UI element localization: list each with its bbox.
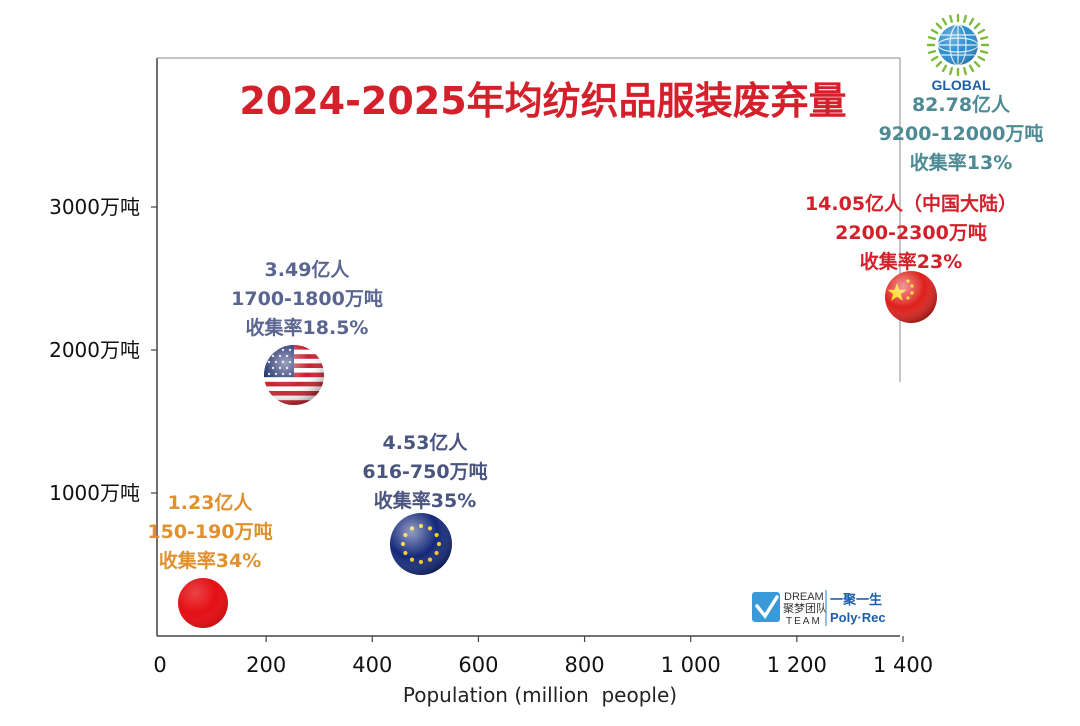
x-tick-label: 800 xyxy=(565,653,605,677)
eu-flag xyxy=(390,513,452,575)
global-label-line: 9200-12000万吨 xyxy=(879,122,1044,145)
eu-label-line: 收集率35% xyxy=(374,489,476,512)
chart-title: 2024-2025年均纺织品服装废弃量 xyxy=(239,79,846,123)
eu-label-line: 4.53亿人 xyxy=(383,431,469,454)
eu-label-line: 616-750万吨 xyxy=(362,460,487,483)
dream-check-icon xyxy=(755,595,779,620)
watermark-brand: Poly·Rec xyxy=(830,610,886,625)
x-tick-label: 1 400 xyxy=(873,653,933,677)
x-axis-label: Population (million people) xyxy=(403,683,677,707)
x-ticks: 0 200 400 600 800 1 000 1 200 1 400 xyxy=(153,636,933,677)
watermark-slogan: 一聚一生 xyxy=(830,592,882,608)
china-label-line: 14.05亿人（中国大陆） xyxy=(805,192,1017,215)
usa-label-line: 收集率18.5% xyxy=(246,316,369,339)
global-label-line: 82.78亿人 xyxy=(912,93,1011,116)
x-tick-label: 1 200 xyxy=(767,653,827,677)
japan-label-line: 收集率34% xyxy=(159,549,261,572)
x-tick-label: 400 xyxy=(352,653,392,677)
y-tick-label: 1000万吨 xyxy=(49,481,140,505)
usa-label-line: 1700-1800万吨 xyxy=(231,287,383,310)
china-flag xyxy=(885,271,937,323)
watermark-team: TEAM xyxy=(786,616,822,627)
y-tick-label: 3000万吨 xyxy=(49,195,140,219)
y-ticks: 1000万吨 2000万吨 3000万吨 xyxy=(49,195,157,505)
china-label-line: 收集率23% xyxy=(860,250,962,273)
plot-frame xyxy=(156,57,901,637)
y-tick-label: 2000万吨 xyxy=(49,338,140,362)
usa-label-line: 3.49亿人 xyxy=(265,258,351,281)
global-icon xyxy=(926,13,990,77)
x-tick-label: 0 xyxy=(153,653,166,677)
japan-label-line: 150-190万吨 xyxy=(147,520,272,543)
dream-logo-mark xyxy=(752,592,780,622)
watermark-dream: DREAM xyxy=(784,591,824,603)
x-tick-label: 200 xyxy=(246,653,286,677)
watermark: DREAM 聚梦团队 TEAM 一聚一生 Poly·Rec xyxy=(752,590,886,627)
x-tick-label: 600 xyxy=(458,653,498,677)
japan-label-line: 1.23亿人 xyxy=(168,491,254,514)
watermark-team-cn: 聚梦团队 xyxy=(783,601,827,615)
global-logo-text: GLOBAL xyxy=(931,77,991,93)
japan-flag xyxy=(178,578,228,628)
global-label-line: 收集率13% xyxy=(910,151,1012,174)
china-label-line: 2200-2300万吨 xyxy=(835,221,987,244)
x-tick-label: 1 000 xyxy=(661,653,721,677)
usa-flag xyxy=(264,345,324,405)
